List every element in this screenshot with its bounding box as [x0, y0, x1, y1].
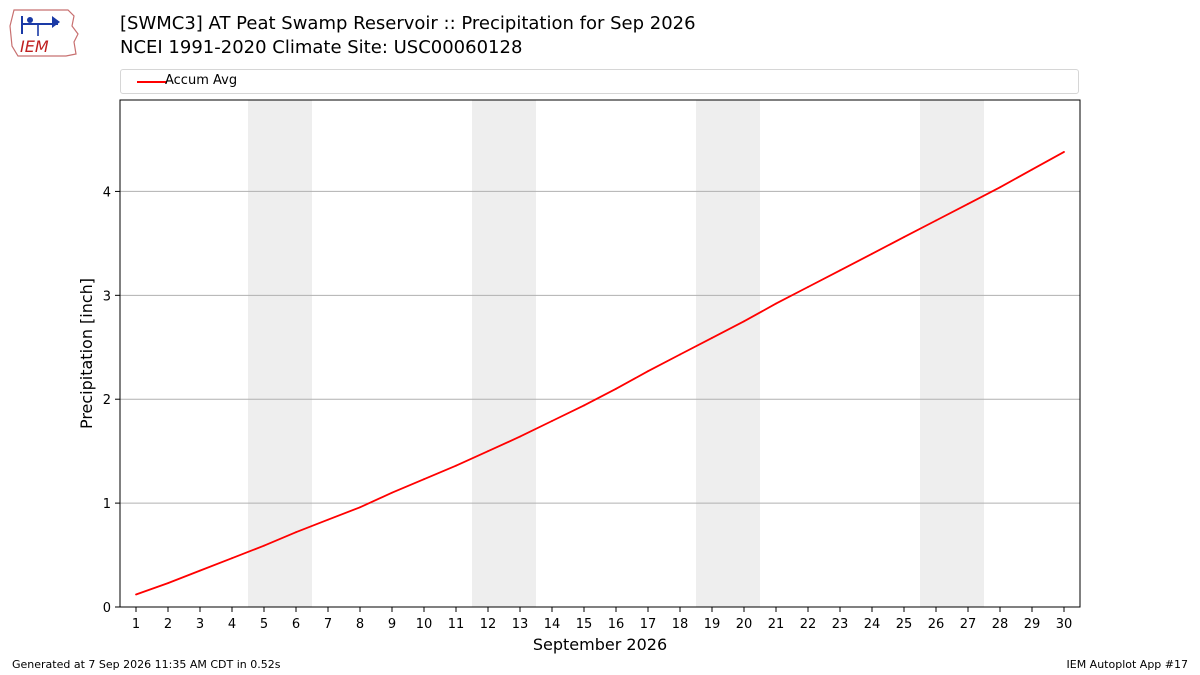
data-point — [935, 219, 937, 222]
data-point — [519, 435, 521, 438]
title-line-2: NCEI 1991-2020 Climate Site: USC00060128 — [120, 37, 523, 58]
x-axis-ticks: 1 2 3 4 5 6 7 8 9 10 11 12 13 14 15 16 17 18 19 20 21 22 23 24 2… — [132, 607, 1072, 632]
data-point — [199, 569, 201, 572]
data-point — [967, 202, 969, 205]
weekend-band — [472, 100, 536, 607]
y-tick-label: 0 — [103, 601, 111, 616]
x-tick-label: 1 — [132, 617, 140, 632]
data-point — [487, 450, 489, 453]
x-tick-label: 5 — [260, 617, 268, 632]
x-tick-label: 23 — [832, 617, 849, 632]
y-tick-label: 2 — [103, 393, 111, 408]
data-point — [167, 582, 169, 585]
x-tick-label: 17 — [640, 617, 657, 632]
x-tick-label: 11 — [448, 617, 465, 632]
x-tick-label: 20 — [736, 617, 753, 632]
data-point — [263, 544, 265, 547]
chart-title: [SWMC3] AT Peat Swamp Reservoir :: Preci… — [120, 12, 696, 60]
y-axis-label: Precipitation [inch] — [77, 278, 96, 429]
x-tick-label: 10 — [416, 617, 433, 632]
x-tick-label: 7 — [324, 617, 332, 632]
plot-frame — [119, 99, 1081, 608]
logo-text: IEM — [20, 37, 49, 56]
data-point — [1031, 168, 1033, 171]
weekend-band — [248, 100, 312, 607]
x-tick-label: 15 — [576, 617, 593, 632]
data-point — [359, 506, 361, 509]
data-point — [295, 531, 297, 534]
data-point — [711, 337, 713, 339]
y-gridlines — [120, 190, 1080, 504]
data-point — [1063, 151, 1065, 153]
x-tick-label: 29 — [1024, 617, 1041, 632]
data-point — [807, 286, 809, 288]
x-tick-label: 6 — [292, 617, 300, 632]
generated-timestamp: Generated at 7 Sep 2026 11:35 AM CDT in … — [12, 658, 281, 671]
data-point — [903, 236, 905, 239]
series-layer — [135, 151, 1065, 596]
app-credit: IEM Autoplot App #17 — [1066, 658, 1189, 671]
y-axis-ticks: 0 1 2 3 4 — [103, 185, 120, 616]
data-point — [615, 387, 617, 390]
x-tick-label: 12 — [480, 617, 497, 632]
y-tick-label: 1 — [103, 497, 111, 512]
x-tick-label: 26 — [928, 617, 945, 632]
data-point — [647, 370, 649, 373]
data-point — [999, 186, 1001, 189]
x-tick-label: 8 — [356, 617, 364, 632]
data-point — [583, 404, 585, 407]
data-point — [743, 320, 745, 323]
y-tick-label: 3 — [103, 289, 111, 304]
weekend-band — [696, 100, 760, 607]
x-tick-label: 22 — [800, 617, 817, 632]
data-point — [839, 269, 841, 272]
x-tick-label: 2 — [164, 617, 172, 632]
data-point — [327, 518, 329, 521]
data-point — [455, 464, 457, 467]
data-point — [871, 252, 873, 255]
iem-logo-icon: IEM — [9, 9, 79, 57]
weekend-bands — [248, 100, 984, 607]
data-point — [423, 478, 425, 481]
x-tick-label: 27 — [960, 617, 977, 632]
x-tick-label: 28 — [992, 617, 1009, 632]
x-tick-label: 25 — [896, 617, 913, 632]
y-tick-label: 4 — [103, 185, 111, 200]
x-tick-label: 19 — [704, 617, 721, 632]
chart-legend: Accum Avg — [120, 69, 1079, 94]
data-point — [775, 302, 777, 305]
x-tick-label: 4 — [228, 617, 236, 632]
x-tick-label: 24 — [864, 617, 881, 632]
x-tick-label: 30 — [1056, 617, 1073, 632]
x-tick-label: 18 — [672, 617, 689, 632]
x-axis-label: September 2026 — [533, 635, 667, 654]
x-tick-label: 21 — [768, 617, 785, 632]
x-tick-label: 3 — [196, 617, 204, 632]
title-line-1: [SWMC3] AT Peat Swamp Reservoir :: Preci… — [120, 13, 696, 34]
legend-label-accum-avg: Accum Avg — [165, 73, 238, 88]
x-tick-label: 9 — [388, 617, 396, 632]
weekend-band — [920, 100, 984, 607]
data-point — [551, 420, 553, 422]
data-point — [231, 557, 233, 560]
data-point — [391, 491, 393, 494]
x-tick-label: 13 — [512, 617, 529, 632]
series-line-accum-avg — [135, 151, 1065, 596]
x-tick-label: 14 — [544, 617, 561, 632]
x-tick-label: 16 — [608, 617, 625, 632]
data-point — [679, 353, 681, 356]
data-point — [135, 593, 137, 596]
legend-swatch-accum-avg — [137, 81, 167, 83]
